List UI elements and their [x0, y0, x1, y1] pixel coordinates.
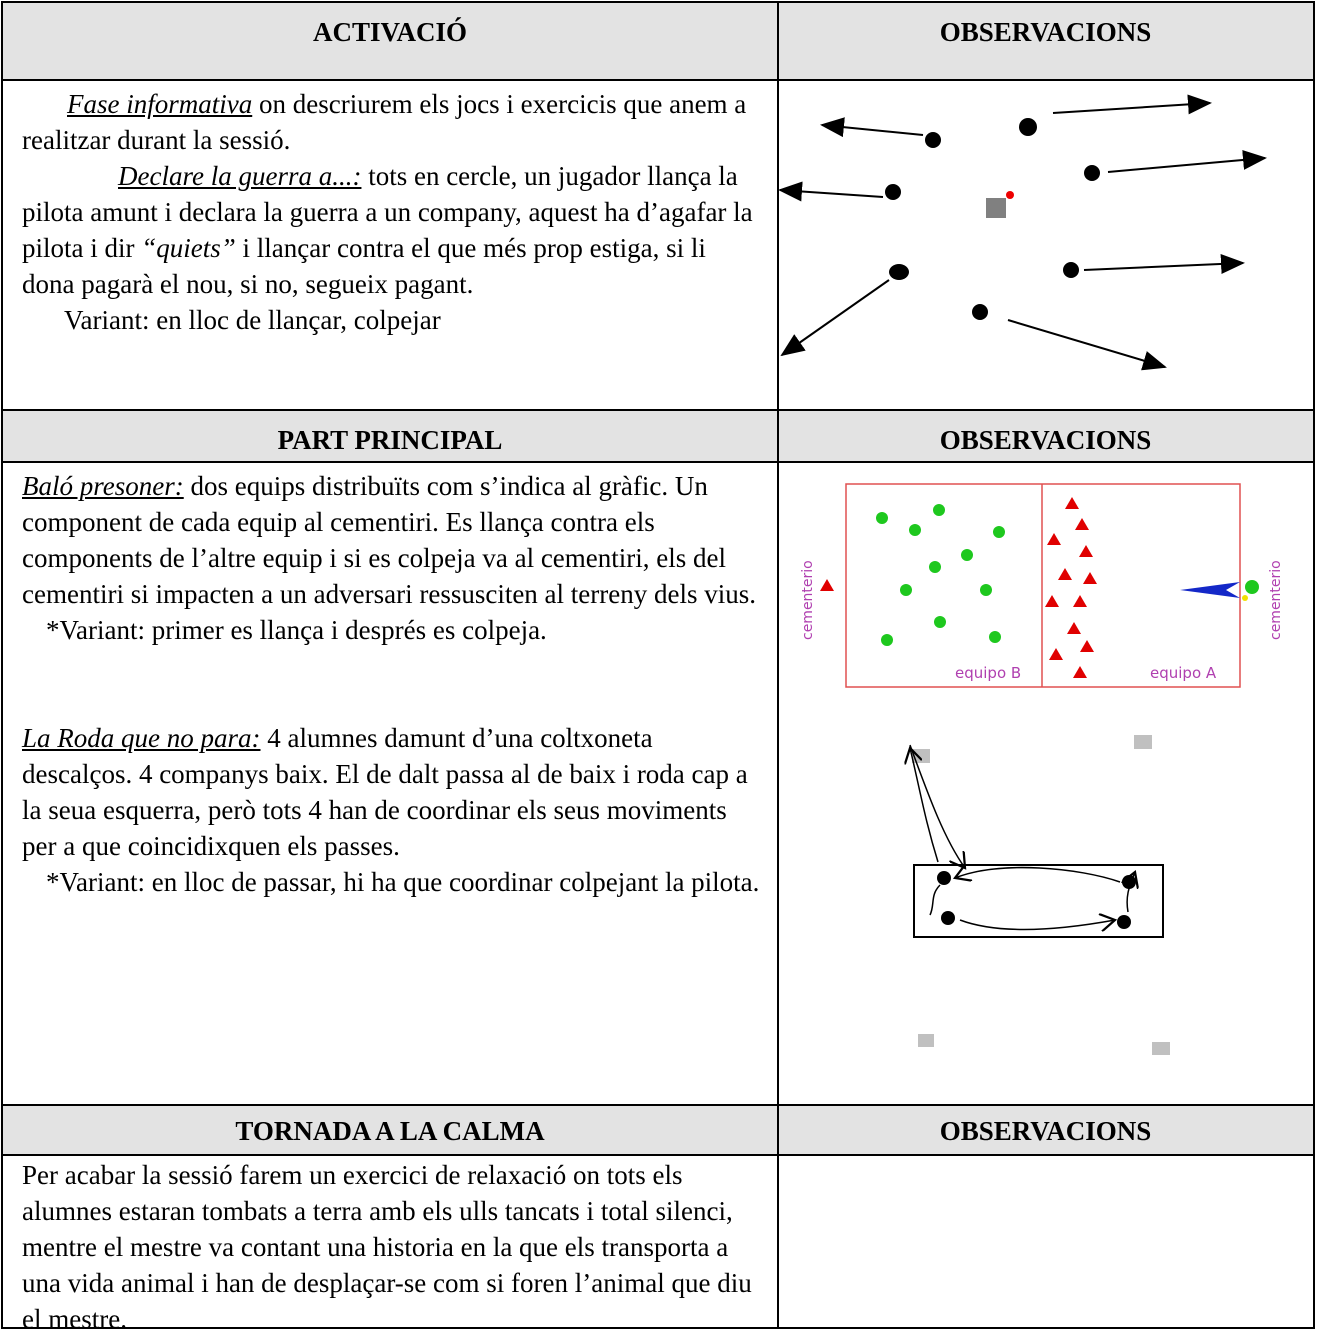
- term: Fase informativa: [67, 89, 253, 119]
- border: [777, 1, 779, 1329]
- text: Per acabar la sessió farem un exercici d…: [22, 1160, 752, 1334]
- notes-heading: OBSERVACIONS: [778, 1105, 1313, 1155]
- diagram-label: cementerio: [1268, 560, 1284, 640]
- paragraph: Declare la guerra a...: tots en cercle, …: [22, 158, 764, 302]
- section-text: Baló presoner: dos equips distribuïts co…: [2, 462, 778, 1105]
- section-text: Per acabar la sessió farem un exercici d…: [2, 1155, 778, 1334]
- diagram-wheel: [910, 735, 1170, 1055]
- paragraph: Fase informativa on descriurem els jocs …: [22, 86, 764, 158]
- section-heading: ACTIVACIÓ: [2, 2, 778, 80]
- paragraph: La Roda que no para: 4 alumnes damunt d’…: [22, 720, 764, 864]
- term: Declare la guerra a...:: [118, 161, 362, 191]
- border: [1, 1154, 1315, 1156]
- quote: “quiets”: [141, 233, 236, 263]
- text: *Variant: primer es llança i després es …: [46, 615, 547, 645]
- border: [1313, 1, 1315, 1329]
- border: [1, 79, 1315, 81]
- text: Variant: en lloc de llançar, colpejar: [64, 305, 441, 335]
- term: Baló presoner:: [22, 471, 184, 501]
- border: [1, 1327, 1315, 1329]
- paragraph: Per acabar la sessió farem un exercici d…: [22, 1157, 764, 1337]
- paragraph: Baló presoner: dos equips distribuïts co…: [22, 468, 764, 612]
- diagram-war: [778, 94, 1267, 371]
- border: [1, 461, 1315, 463]
- border: [1, 1, 1315, 3]
- text: on descriurem els jocs i exercicis que a…: [22, 89, 747, 155]
- text: dos equips distribuïts com s’indica al g…: [22, 471, 756, 609]
- section-text: Fase informativa on descriurem els jocs …: [2, 80, 778, 410]
- border: [1, 1, 3, 1329]
- section-heading: TORNADA A LA CALMA: [2, 1105, 778, 1155]
- term: La Roda que no para:: [22, 723, 261, 753]
- diagram-label: equipo B: [955, 664, 1021, 682]
- section-heading: PART PRINCIPAL: [2, 410, 778, 462]
- text: tots en cercle, un jugador llança la pil…: [22, 161, 753, 263]
- border: [1, 409, 1315, 411]
- border: [1, 1104, 1315, 1106]
- notes-heading: OBSERVACIONS: [778, 2, 1313, 80]
- notes-heading: OBSERVACIONS: [778, 410, 1313, 462]
- paragraph: *Variant: primer es llança i després es …: [22, 612, 764, 648]
- text: *Variant: en lloc de passar, hi ha que c…: [46, 867, 760, 897]
- diagram-dodgeball: cementerio cementerio equipo B equipo A: [800, 483, 1284, 688]
- diagram-label: cementerio: [800, 560, 816, 640]
- text: i llançar contra el que més prop estiga,…: [22, 233, 706, 299]
- diagram-label: equipo A: [1150, 664, 1217, 682]
- text: 4 alumnes damunt d’una coltxoneta descal…: [22, 723, 748, 861]
- paragraph: Variant: en lloc de llançar, colpejar: [22, 302, 764, 338]
- paragraph: *Variant: en lloc de passar, hi ha que c…: [22, 864, 764, 900]
